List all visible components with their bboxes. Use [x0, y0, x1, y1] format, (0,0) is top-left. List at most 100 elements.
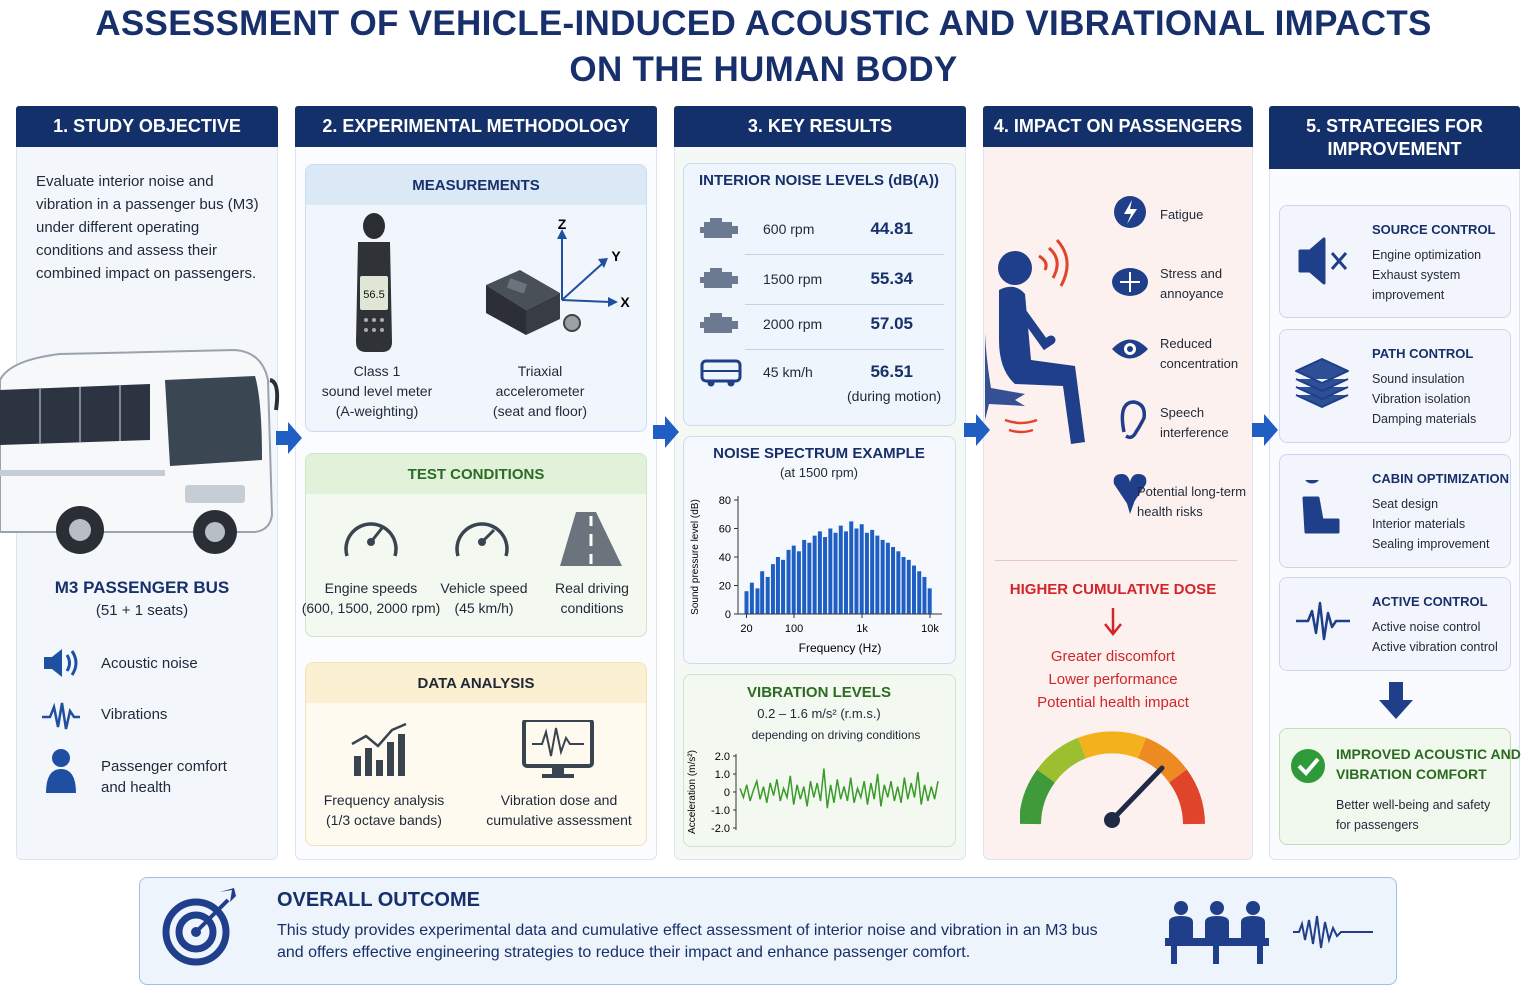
row-label: 600 rpm — [763, 221, 815, 237]
strategy-point: Active vibration control — [1372, 640, 1498, 654]
divider — [995, 560, 1237, 561]
box-title: TEST CONDITIONS — [306, 454, 646, 494]
row-label: 2000 rpm — [763, 316, 823, 332]
impact-effect: Potential long-term health risks — [1137, 484, 1247, 519]
x-tick-label: 100 — [785, 623, 803, 635]
spectrum-bar — [864, 532, 869, 614]
spectrum-bar — [922, 576, 927, 614]
caption: Triaxial accelerometer (seat and floor) — [492, 363, 588, 419]
row-value: 55.34 — [870, 269, 913, 288]
spectrum-bar — [885, 542, 890, 614]
check-icon — [1291, 749, 1325, 783]
sound-meter-icon: 56.5 — [356, 213, 392, 352]
x-tick-label: 10k — [921, 623, 939, 635]
spectrum-bar — [901, 557, 906, 614]
y-axis-label: Sound pressure level (dB) — [690, 499, 701, 615]
spectrum-bar — [875, 535, 880, 614]
row-label: 45 km/h — [763, 364, 813, 380]
title-line: ON THE HUMAN BODY — [569, 50, 958, 89]
spectrum-bar — [906, 559, 911, 614]
column-heading: 3. KEY RESULTS — [674, 106, 966, 147]
title-line: ASSESSMENT OF VEHICLE-INDUCED ACOUSTIC A… — [95, 4, 1432, 43]
caption: Real driving conditions — [555, 580, 629, 616]
vibration-chart: 2.0 1.0 0 -1.0 -2.0 Acceleration (m/s²) — [687, 750, 939, 835]
box-title: MEASUREMENTS — [306, 165, 646, 205]
factor: Acoustic noise — [101, 655, 198, 672]
strategy-icon — [1302, 480, 1340, 534]
impact-effect: Speech interference — [1160, 405, 1229, 440]
heading-text: 5. STRATEGIES FOR IMPROVEMENT — [1306, 115, 1483, 159]
spectrum-bar — [755, 588, 760, 614]
spectrum-bar — [812, 535, 817, 614]
y-axis-label: Acceleration (m/s²) — [687, 750, 698, 834]
row-icons — [700, 218, 742, 387]
impact-effect: Reduced concentration — [1160, 336, 1239, 371]
box-title: INTERIOR NOISE LEVELS (dB(A)) — [699, 172, 939, 189]
spectrum-bar — [859, 524, 864, 614]
spectrum-bar — [796, 551, 801, 614]
y-tick-label: 0 — [724, 787, 730, 799]
spectrum-bar — [770, 564, 775, 614]
strategy-point: Seat design — [1372, 497, 1439, 511]
heading-text: 2. EXPERIMENTAL METHODOLOGY — [322, 116, 630, 136]
consequence: Potential health impact — [1037, 694, 1189, 711]
consequence: Lower performance — [1048, 671, 1178, 688]
bus-seats: (51 + 1 seats) — [95, 602, 189, 619]
spectrum-bar — [911, 565, 916, 614]
flow-arrow — [1252, 414, 1278, 446]
strategy-icon-shape — [1302, 480, 1340, 534]
axis-label: Y — [611, 248, 621, 264]
strategy-icon — [1298, 237, 1348, 284]
row-separator — [745, 349, 944, 350]
seated-person — [985, 238, 1085, 444]
flow-arrow — [276, 422, 302, 454]
column-heading: 4. IMPACT ON PASSENGERS — [983, 106, 1253, 147]
y-tick-label: 80 — [719, 495, 731, 507]
strategy-point: Vibration isolation — [1372, 392, 1471, 406]
chart-subtitle: (at 1500 rpm) — [779, 465, 859, 480]
bus-icon — [727, 379, 735, 387]
outcome-text: This study provides experimental data an… — [277, 922, 1098, 961]
down-arrow — [1104, 608, 1122, 637]
strategy-point: Engine optimization — [1372, 248, 1482, 262]
spectrum-bar — [838, 525, 843, 614]
y-tick-label: 2.0 — [715, 751, 730, 763]
spectrum-bar — [880, 539, 885, 614]
strategy-point: Active noise control — [1372, 620, 1481, 634]
meter-display: 56.5 — [363, 289, 384, 301]
vibration-note: depending on driving conditions — [751, 728, 921, 742]
strategy-icon-shape — [1295, 358, 1349, 408]
column-heading: 5. STRATEGIES FOR IMPROVEMENT — [1269, 106, 1520, 169]
objective-text: Evaluate interior noise and vibration in… — [36, 173, 259, 282]
analysis-icons — [351, 720, 594, 778]
strategy-icon-shape — [1298, 237, 1348, 284]
strategy-icon — [1295, 358, 1349, 408]
outcome-title: OVERALL OUTCOME — [277, 889, 480, 911]
row-value: 57.05 — [870, 314, 913, 333]
column-heading: 2. EXPERIMENTAL METHODOLOGY — [295, 106, 657, 147]
impact-effect: Stress and annoyance — [1160, 266, 1224, 301]
strategy-icon-shape — [1296, 601, 1350, 641]
row-value: 44.81 — [870, 219, 913, 238]
y-tick-label: 60 — [719, 524, 731, 536]
heading-text: 4. IMPACT ON PASSENGERS — [993, 116, 1243, 136]
outcome-icons — [1165, 901, 1373, 964]
strategy-point: Sound insulation — [1372, 372, 1465, 386]
vibration-range: 0.2 – 1.6 m/s² (r.m.s.) — [757, 706, 881, 721]
bus-icon — [707, 379, 715, 387]
spectrum-bar — [749, 582, 754, 614]
caption: Vehicle speed (45 km/h) — [440, 580, 528, 616]
y-tick-label: 20 — [719, 581, 731, 593]
dose-title: HIGHER CUMULATIVE DOSE — [1009, 581, 1217, 598]
spectrum-bar — [817, 531, 822, 614]
y-tick-label: 0 — [725, 609, 731, 621]
strategy-icon — [1296, 601, 1350, 641]
spectrum-bar — [765, 576, 770, 614]
chart-title: VIBRATION LEVELS — [747, 684, 891, 701]
spectrum-bar — [781, 559, 786, 614]
flow-arrow — [653, 416, 679, 448]
spectrum-bar — [807, 542, 812, 614]
impact-icons — [1112, 196, 1148, 514]
spectrum-bar — [833, 532, 838, 614]
